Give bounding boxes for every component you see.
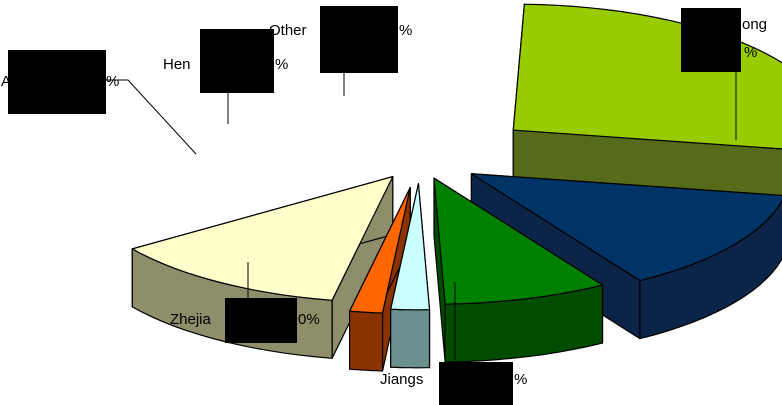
label-anhui-pct: %	[106, 73, 119, 90]
slice-zhejiang-top	[433, 177, 604, 305]
leader-line-anhui	[106, 79, 197, 155]
label-other-pct: %	[399, 22, 412, 39]
slice-anhui	[390, 183, 431, 369]
slice-zhejiang	[433, 177, 604, 363]
label-redaction-anhui	[8, 50, 106, 114]
label-henan-pct: %	[275, 56, 288, 73]
label-other: Other	[269, 22, 307, 39]
slice-anhui-side	[390, 308, 431, 369]
label-redaction-other	[320, 6, 398, 73]
slice-anhui-top	[390, 183, 431, 311]
label-zhejiang: Zhejia	[170, 311, 212, 328]
slice-jiangsu-top	[470, 173, 782, 282]
label-shandong-pct: %	[744, 44, 757, 61]
label-redaction-henan	[200, 29, 274, 93]
label-redaction-zhejiang	[225, 298, 297, 343]
label-redaction-jiangsu	[439, 362, 513, 405]
slice-henan-side	[349, 310, 384, 372]
label-jiangsu: Jiangs	[380, 371, 423, 388]
label-zhejiang-pct: 0%	[298, 311, 320, 328]
label-redaction-shandong	[681, 8, 741, 72]
slice-henan-top	[349, 186, 411, 314]
label-shandong: ong	[742, 16, 767, 33]
label-anhui: A	[1, 73, 11, 90]
slice-other-top	[131, 176, 394, 301]
label-henan: Hen	[163, 56, 191, 73]
label-jiangsu-pct: %	[514, 371, 527, 388]
slice-henan	[348, 186, 411, 372]
